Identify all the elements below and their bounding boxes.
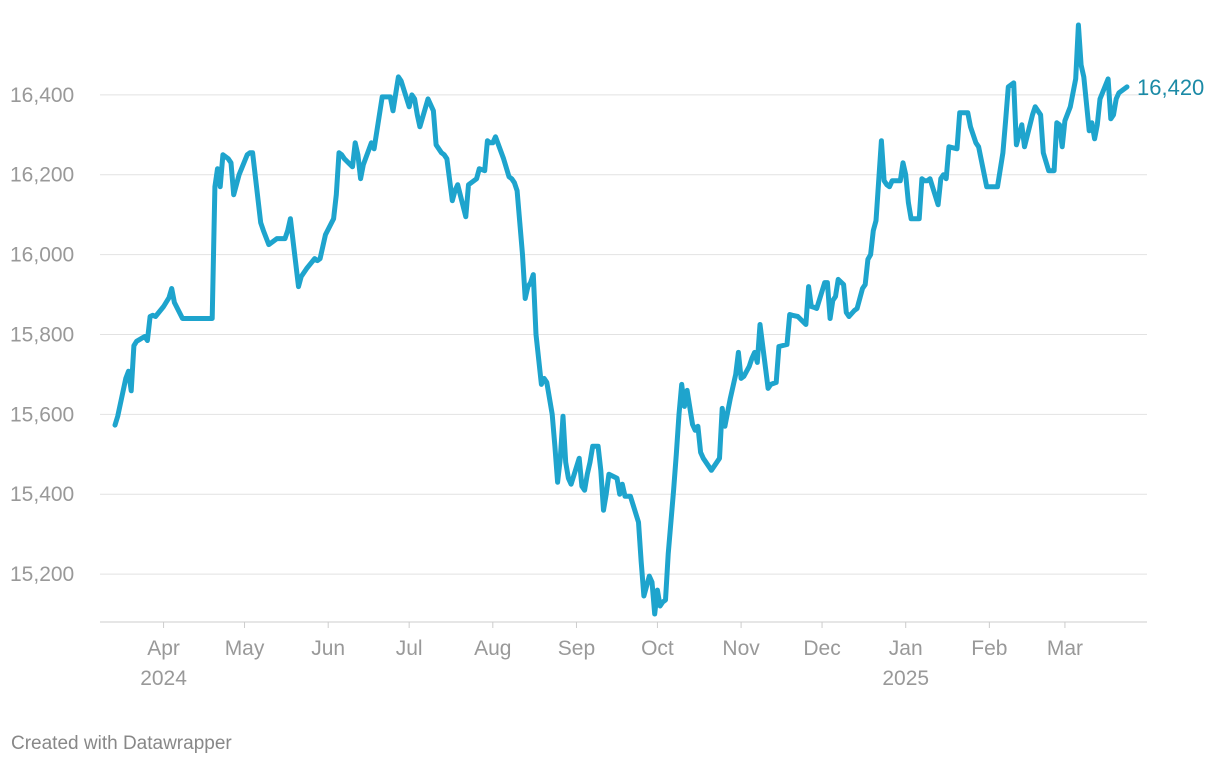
y-tick-label: 15,400 <box>10 483 74 506</box>
series-line <box>112 22 1130 617</box>
y-tick-label: 15,600 <box>10 403 74 426</box>
x-tick-label: Mar <box>1047 637 1083 660</box>
x-tick-label: Apr <box>147 637 180 660</box>
x-tick-label: May <box>225 637 265 660</box>
x-year-label: 2024 <box>140 667 187 690</box>
y-tick-label: 16,000 <box>10 244 74 267</box>
x-tick-label: Jan <box>889 637 923 660</box>
y-axis: 15,200 15,400 15,600 15,800 16,000 16,200 16,4… <box>10 84 74 586</box>
x-tick-label: Feb <box>971 637 1007 660</box>
x-tick-label: Aug <box>474 637 511 660</box>
gridlines <box>100 94 1147 575</box>
x-tick-label: Oct <box>641 637 674 660</box>
end-value-label: 16,420 <box>1137 75 1204 100</box>
y-tick-label: 16,400 <box>10 84 74 107</box>
x-year-label: 2025 <box>882 667 929 690</box>
x-tick-label: Jun <box>311 637 345 660</box>
x-tick-label: Jul <box>396 637 423 660</box>
x-tick-label: Sep <box>558 637 595 660</box>
y-tick-label: 15,800 <box>10 323 74 346</box>
y-tick-label: 16,200 <box>10 164 74 187</box>
datawrapper-credit: Created with Datawrapper <box>11 733 232 754</box>
x-tick-label: Nov <box>722 637 760 660</box>
x-tick-label: Dec <box>803 637 840 660</box>
x-axis: Apr 2024 May Jun Jul Aug Sep Oct Nov Dec Jan 2025 Fe… <box>100 621 1147 690</box>
y-tick-label: 15,200 <box>10 563 74 586</box>
